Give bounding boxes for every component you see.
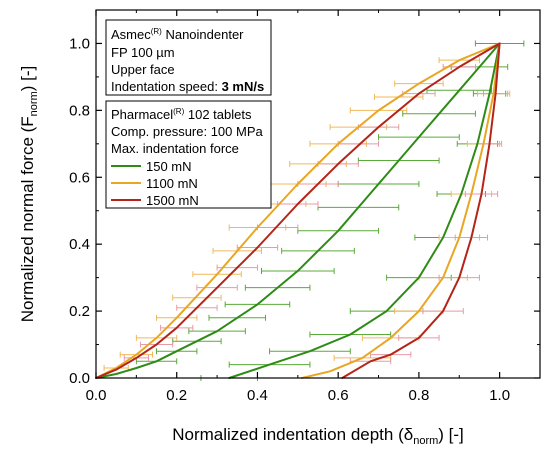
series-curves — [95, 42, 501, 379]
legend-label-1500mN: 1500 mN — [146, 193, 199, 208]
legend-line-pressure: Comp. pressure: 100 MPa — [111, 124, 264, 139]
legend-line-force-header: Max. indentation force — [111, 141, 239, 156]
axis-ticks: 0.0 0.2 0.4 0.6 0.8 1.0 0.0 0.2 0.4 0.6 0.8 1.0 — [69, 9, 541, 404]
y-tick-label: 0.0 — [69, 370, 90, 387]
info-line-speed: Indentation speed: 3 mN/s — [111, 79, 264, 94]
error-bar — [172, 294, 222, 301]
x-tick-label: 0.4 — [247, 387, 268, 404]
x-tick-label: 0.2 — [166, 387, 187, 404]
series-line-1100mn-loading — [95, 42, 501, 379]
series-line-150mn-loading — [95, 42, 501, 379]
info-line-face: Upper face — [111, 62, 175, 77]
y-tick-label: 0.4 — [69, 236, 90, 253]
y-tick-label: 1.0 — [69, 35, 90, 52]
plot-frame — [95, 9, 541, 379]
y-tick-label: 0.6 — [69, 169, 90, 186]
series-line-1500mn-loading — [95, 42, 501, 379]
legend-box: Pharmacel(R) 102 tablets Comp. pressure:… — [105, 100, 272, 209]
info-box-frame — [105, 19, 272, 96]
y-tick-label: 0.2 — [69, 303, 90, 320]
x-axis-label: Normalized indentation depth (δnorm) [-] — [172, 425, 464, 447]
legend-line-material: Pharmacel(R) 102 tablets — [111, 107, 252, 122]
series-line-150mn-unloading — [228, 42, 501, 379]
y-tick-label: 0.8 — [69, 102, 90, 119]
legend-box-frame — [105, 100, 272, 209]
legend-label-150mN: 150 mN — [146, 159, 192, 174]
info-box: Asmec(R) Nanoindenter FP 100 µm Upper fa… — [105, 19, 272, 96]
legend-label-1100mN: 1100 mN — [146, 176, 198, 191]
info-line-probe: FP 100 µm — [111, 45, 175, 60]
series-line-1500mn-unloading — [341, 42, 501, 379]
y-axis-label: Normalized normal force (Fnorm) [-] — [18, 66, 40, 323]
x-tick-label: 1.0 — [489, 387, 510, 404]
x-tick-label: 0.0 — [86, 387, 107, 404]
info-line-instrument: Asmec(R) Nanoindenter — [111, 27, 244, 42]
x-tick-label: 0.6 — [328, 387, 349, 404]
x-tick-label: 0.8 — [408, 387, 429, 404]
series-line-1100mn-unloading — [300, 42, 501, 379]
